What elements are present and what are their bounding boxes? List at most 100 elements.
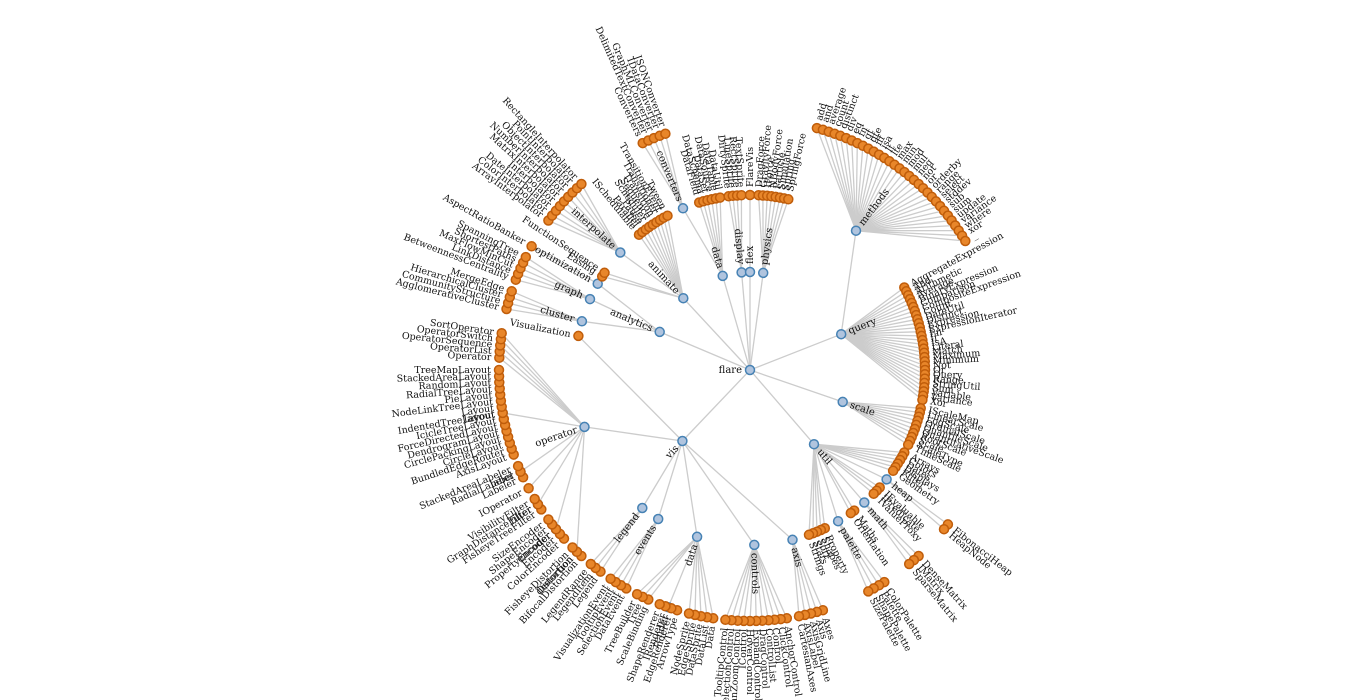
leaf-node-marker[interactable] [496,327,507,339]
tree-link-methods-neq [855,179,915,232]
tree-node-fibonacci-heap[interactable]: FibonacciHeap [942,519,1015,579]
leaf-node-marker[interactable] [683,608,695,619]
leaf-node-marker[interactable] [887,465,899,477]
branch-node-marker[interactable] [678,292,689,304]
leaf-node-marker[interactable] [917,394,928,406]
branch-node-marker[interactable] [615,247,626,258]
leaf-node-marker[interactable] [662,210,673,221]
tree-node-flex[interactable]: flex [744,245,756,278]
leaf-node-marker[interactable] [573,330,584,342]
branch-node-marker[interactable] [744,364,756,376]
branch-node-marker[interactable] [736,267,747,278]
tree-node-animate[interactable]: animate [645,259,689,304]
leaf-node-marker[interactable] [720,614,731,626]
branch-node-marker[interactable] [881,474,892,485]
tree-node-label: div [844,115,860,133]
leaf-node-marker[interactable] [520,251,532,263]
branch-node-marker[interactable] [576,316,588,327]
leaf-node-marker[interactable] [599,267,610,279]
branch-node-marker[interactable] [654,326,665,338]
branch-node-marker[interactable] [584,293,596,305]
tree-node-controls[interactable]: controls [748,539,760,594]
leaf-node-marker[interactable] [543,514,554,525]
tree-link-animate-ischedulable [638,234,684,299]
leaf-node-marker[interactable] [845,507,857,519]
leaf-node-marker[interactable] [903,558,915,570]
tree-link-events-visualization-event [610,518,659,580]
leaf-node-marker[interactable] [744,189,756,201]
tree-node-tree-map-layout[interactable]: TreeMapLayout [414,364,505,376]
tree-node-label: analytics [608,307,654,335]
leaf-node-marker[interactable] [938,523,950,535]
branch-node-marker[interactable] [832,515,844,527]
leaf-node-marker[interactable] [960,235,971,247]
tree-node-label: HoverControl [744,629,755,695]
branch-node-marker[interactable] [835,328,847,340]
branch-node-marker[interactable] [637,502,648,514]
tree-link-interpolate-point-interpolator [576,187,621,253]
tree-node-analytics[interactable]: analytics [608,307,665,338]
leaf-node-marker[interactable] [567,542,578,553]
branch-node-marker[interactable] [808,438,820,450]
tree-node-stacked-area-layout[interactable]: StackedAreaLayout [397,370,505,385]
tree-node-label: scale [848,400,876,419]
branch-node-marker[interactable] [744,266,756,278]
leaf-node-marker[interactable] [512,460,524,472]
tree-node-data[interactable]: data [708,245,728,282]
tree-link-methods-and [822,129,857,231]
branch-node-marker[interactable] [787,534,798,546]
leaf-node-marker[interactable] [714,192,726,203]
leaf-node-marker[interactable] [863,586,874,597]
leaf-node-marker[interactable] [529,493,540,505]
branch-node-marker[interactable] [652,513,664,525]
leaf-node-marker[interactable] [736,189,747,201]
leaf-node-marker[interactable] [793,610,805,622]
tree-link-util-palette [813,444,839,522]
tree-node-physics[interactable]: physics [757,227,776,279]
tree-node-axis[interactable]: axis [787,534,804,568]
leaf-node-marker[interactable] [585,558,597,570]
tree-link-interpolate-number-interpolator [567,196,621,253]
branch-node-marker[interactable] [749,539,760,551]
tree-link-interpolate-color-interpolator [551,215,621,254]
branch-node-marker[interactable] [850,225,862,236]
tree-link-controls-click-control [753,544,782,620]
leaf-node-marker[interactable] [493,364,505,376]
branch-node-marker[interactable] [677,203,689,214]
branch-node-marker[interactable] [691,531,703,543]
tree-node-add[interactable]: add [811,102,830,134]
leaf-node-marker[interactable] [654,598,665,610]
leaf-node-marker[interactable] [803,529,815,541]
leaf-node-marker[interactable] [631,588,643,600]
leaf-node-marker[interactable] [868,488,879,499]
tree-link-vis-events [657,440,684,520]
leaf-node-marker[interactable] [506,286,517,297]
branch-node-marker[interactable] [859,497,870,508]
branch-node-marker[interactable] [579,421,590,433]
branch-node-marker[interactable] [677,435,688,447]
leaf-node-marker[interactable] [576,178,587,190]
leaf-node-marker[interactable] [783,194,794,205]
tree-node-display[interactable]: display [732,228,747,278]
branch-node-marker[interactable] [837,396,848,408]
tree-link-physics-simulation [762,197,781,274]
tree-link-analytics-optimization [597,283,661,333]
branch-node-marker[interactable] [757,267,769,279]
tree-node-flare[interactable]: flare [719,364,756,376]
tree-link-interpolate-array-interpolator [548,219,621,254]
tree-node-cluster[interactable]: cluster [539,305,588,327]
branch-node-marker[interactable] [592,278,603,289]
leaf-node-marker[interactable] [660,128,671,139]
tree-node-scale[interactable]: scale [837,396,876,419]
tree-node-operator-list[interactable]: OperatorList [430,341,505,357]
tree-link-methods-lt [855,157,885,231]
leaf-node-marker[interactable] [526,241,537,252]
tree-node-operator[interactable]: operator [534,421,590,450]
branch-node-marker[interactable] [717,270,728,282]
tree-node-and[interactable]: and [817,104,836,136]
tree-node-[interactable]: _ [960,230,980,247]
tree-link-scale-iscale-map [842,401,921,409]
leaf-node-marker[interactable] [523,483,534,494]
leaf-node-marker[interactable] [605,573,616,584]
tree-link-analytics-cluster [581,320,660,333]
